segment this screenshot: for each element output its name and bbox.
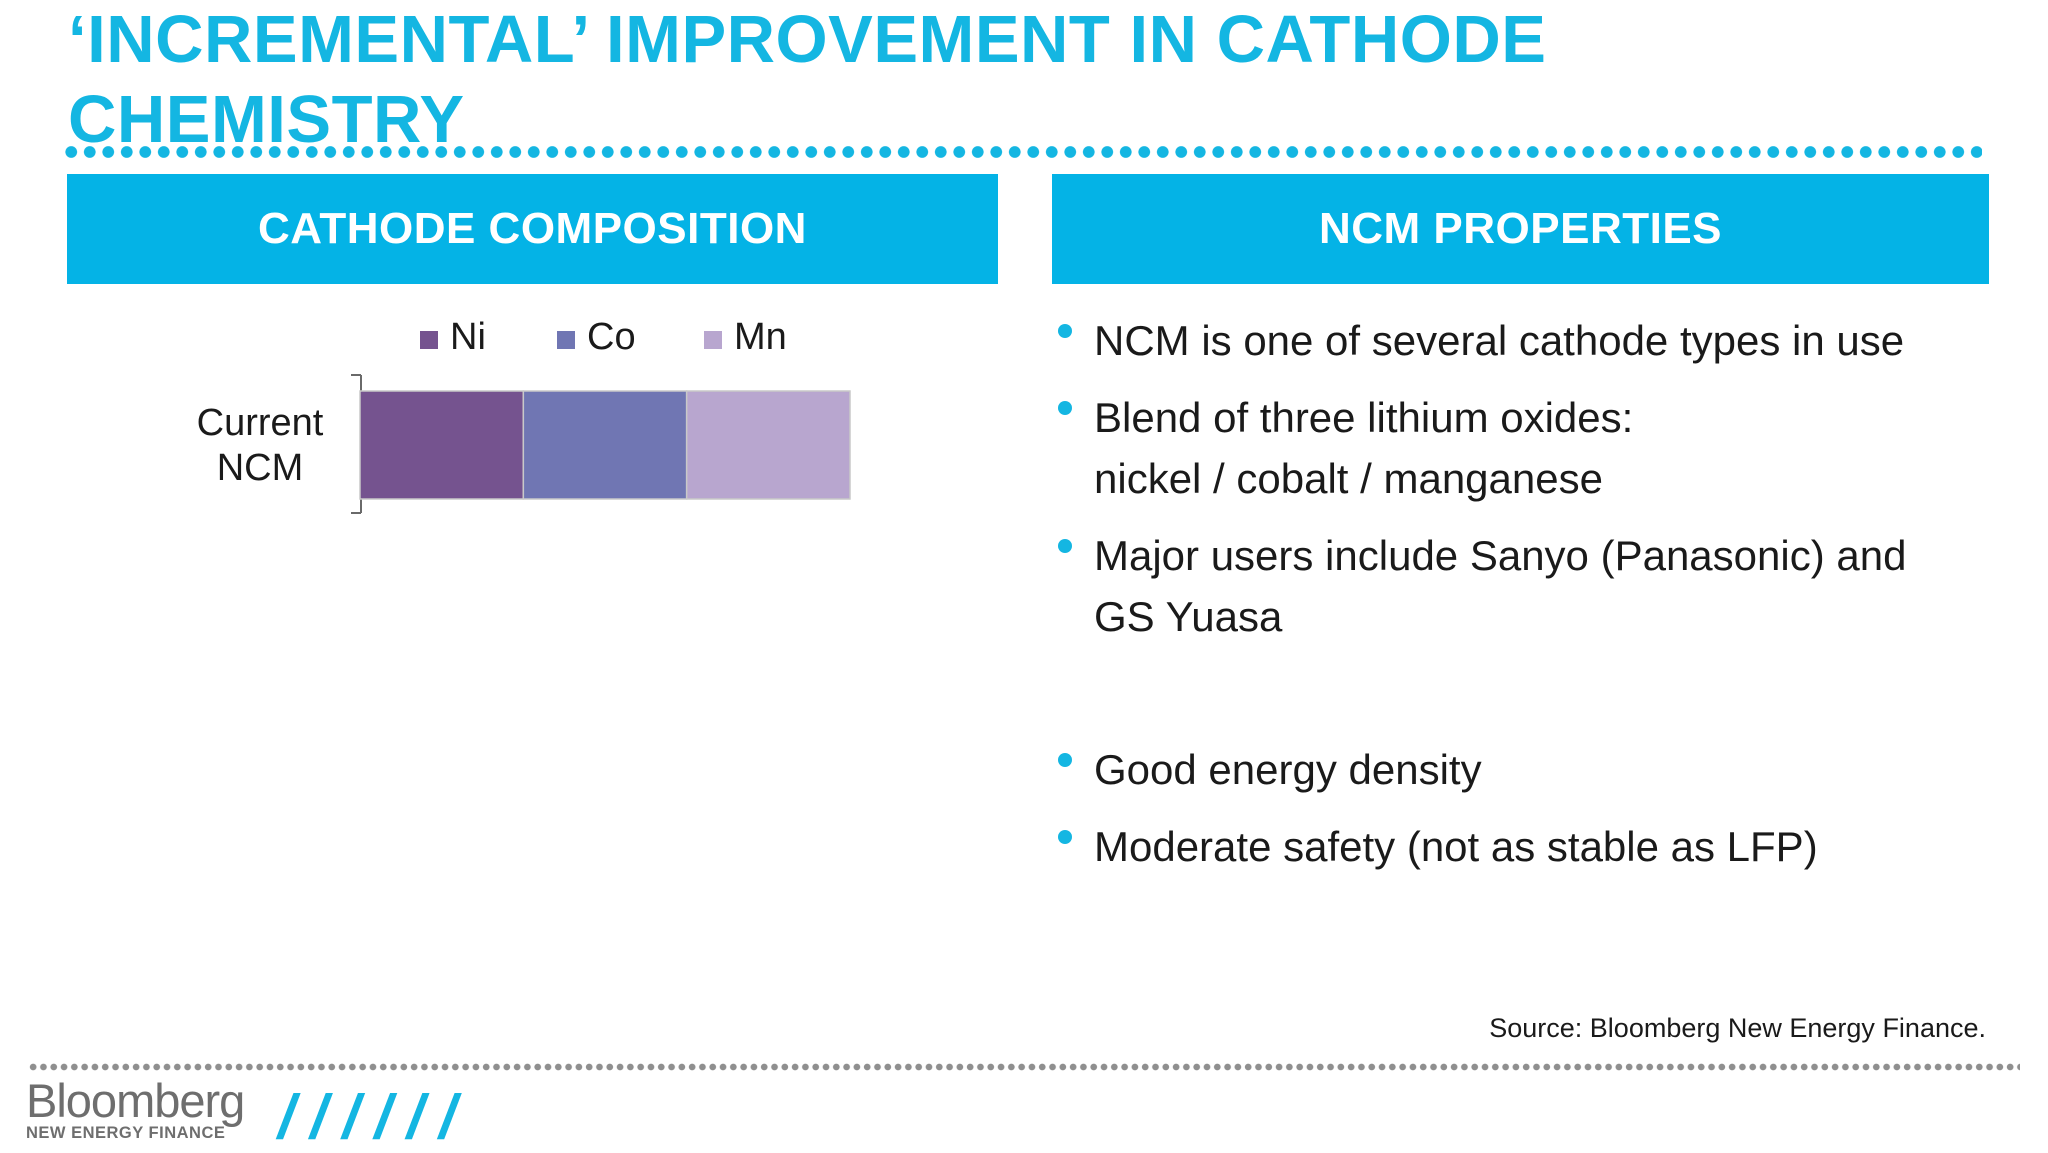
bullet-item: Moderate safety (not as stable as LFP): [1052, 816, 2012, 877]
bloomberg-logo: Bloomberg NEW ENERGY FINANCE: [26, 1076, 266, 1146]
bullet-dot-icon: [1058, 830, 1072, 844]
slide-title-line-1: ‘INCREMENTAL’ IMPROVEMENT IN CATHODE: [68, 2, 1547, 77]
bullet-text-line: Moderate safety (not as stable as LFP): [1094, 823, 1818, 870]
title-dotted-divider: [62, 144, 1982, 160]
legend-label-co: Co: [587, 316, 636, 358]
legend-label-ni: Ni: [450, 316, 486, 358]
legend-label-mn: Mn: [734, 316, 787, 358]
ncm-properties-header-label: NCM PROPERTIES: [1318, 204, 1723, 253]
bullet-text-line: Blend of three lithium oxides:: [1094, 394, 1634, 441]
bullet-text-line: GS Yuasa: [1094, 593, 1283, 640]
bar-segment-ni: [359, 390, 525, 500]
cathode-composition-header-label: CATHODE COMPOSITION: [258, 204, 807, 253]
bullet-dot-icon: [1058, 753, 1072, 767]
cathode-composition-header: CATHODE COMPOSITION: [67, 174, 998, 284]
bar-segment-mn: [685, 390, 851, 500]
bullet-item: Major users include Sanyo (Panasonic) an…: [1052, 525, 2012, 647]
footer-dotted-divider: [28, 1062, 2020, 1072]
slide-title: ‘INCREMENTAL’ IMPROVEMENT IN CATHODE CHE…: [68, 0, 1768, 160]
bullet-text-line: Major users include Sanyo (Panasonic) an…: [1094, 532, 1907, 579]
legend-swatch-ni: [420, 331, 438, 349]
ncm-properties-header: NCM PROPERTIES: [1052, 174, 1989, 284]
ncm-properties-list: NCM is one of several cathode types in u…: [1052, 310, 2012, 877]
bullet-text-line: NCM is one of several cathode types in u…: [1094, 317, 1905, 364]
bullet-item: NCM is one of several cathode types in u…: [1052, 310, 2012, 371]
category-label: NCM: [217, 447, 304, 489]
logo-wordmark: Bloomberg: [26, 1074, 245, 1127]
chart-bars: [359, 390, 851, 500]
legend-swatch-mn: [704, 331, 722, 349]
logo-subtitle: NEW ENERGY FINANCE: [26, 1124, 226, 1142]
bullet-dot-icon: [1058, 401, 1072, 415]
bullet-item: Blend of three lithium oxides: nickel / c…: [1052, 387, 2012, 509]
chart-legend: Ni Co Mn: [420, 316, 787, 358]
bullet-text-line: nickel / cobalt / manganese: [1094, 455, 1603, 502]
bar-segment-co: [522, 390, 688, 500]
bullet-item: Good energy density: [1052, 739, 2012, 800]
category-label: Current: [197, 402, 324, 444]
bullet-text-line: Good energy density: [1094, 746, 1482, 793]
source-note: Source: Bloomberg New Energy Finance.: [1489, 1013, 1986, 1043]
bullet-dot-icon: [1058, 324, 1072, 338]
bullet-dot-icon: [1058, 539, 1072, 553]
legend-swatch-co: [557, 331, 575, 349]
decorative-slashes: //////: [278, 1083, 472, 1152]
